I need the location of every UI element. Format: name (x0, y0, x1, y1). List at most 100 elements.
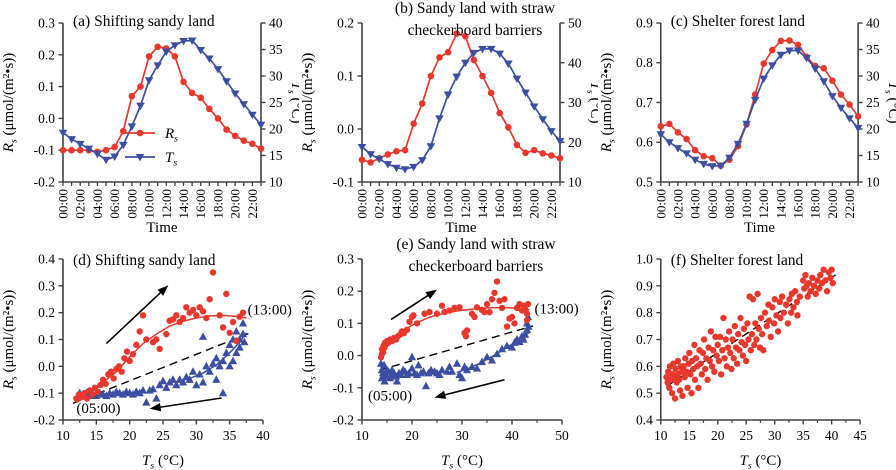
svg-text:0.3: 0.3 (38, 16, 55, 31)
svg-text:Time: Time (744, 220, 775, 235)
svg-text:0.6: 0.6 (636, 359, 653, 374)
svg-text:40: 40 (269, 16, 283, 31)
svg-text:10:00: 10:00 (441, 189, 456, 219)
svg-text:Ts (°C): Ts (°C) (584, 82, 598, 124)
svg-text:0.0: 0.0 (38, 111, 55, 126)
svg-text:14:00: 14:00 (176, 189, 191, 219)
svg-text:40: 40 (256, 428, 270, 443)
arrows (390, 289, 505, 399)
axes: -0.2 -0.1 0.0 0.1 0.2 0.3 10 20 30 40 50 Ts (°C) Rs … (300, 252, 569, 470)
svg-text:50: 50 (568, 16, 582, 31)
scatter-rs-warming (377, 278, 532, 361)
panel-c: 0.5 0.6 0.7 0.8 0.9 10 15 20 25 30 35 40 00:00 02:00 0… (598, 0, 896, 235)
svg-text:Time: Time (146, 220, 177, 235)
svg-text:30: 30 (866, 68, 880, 83)
svg-text:16:00: 16:00 (193, 189, 208, 219)
scatter-rs-warming (663, 266, 836, 402)
annotations: (13:00) (05:00) (76, 302, 292, 416)
svg-text:08:00: 08:00 (722, 189, 737, 219)
svg-text:0.7: 0.7 (636, 332, 653, 347)
svg-text:-0.1: -0.1 (333, 380, 354, 395)
svg-text:30: 30 (768, 428, 782, 443)
svg-text:0.3: 0.3 (337, 252, 354, 267)
svg-text:20:00: 20:00 (228, 189, 243, 219)
svg-text:0.9: 0.9 (636, 15, 653, 30)
series-rs (59, 43, 265, 156)
svg-text:20: 20 (269, 122, 283, 137)
svg-text:12:00: 12:00 (756, 189, 771, 219)
svg-text:0.5: 0.5 (636, 386, 653, 401)
svg-text:0.8: 0.8 (636, 55, 653, 70)
panel-title: (a) Shifting sandy land (73, 13, 215, 30)
svg-text:Ts (°C): Ts (°C) (142, 453, 184, 470)
svg-text:0.6: 0.6 (636, 135, 653, 150)
svg-text:15: 15 (683, 428, 697, 443)
svg-text:0.8: 0.8 (636, 305, 653, 320)
series-ts (58, 37, 266, 165)
series-rs (657, 37, 862, 170)
svg-text:22:00: 22:00 (245, 189, 260, 219)
panel-e: -0.2 -0.1 0.0 0.1 0.2 0.3 10 20 30 40 50 Ts (°C) Rs … (299, 235, 598, 470)
svg-text:10: 10 (355, 428, 369, 443)
svg-text:16:00: 16:00 (492, 189, 507, 219)
svg-text:25: 25 (866, 95, 880, 110)
svg-text:-0.1: -0.1 (34, 143, 55, 158)
svg-text:0.2: 0.2 (38, 305, 55, 320)
axes: -0.2 -0.1 0.0 0.1 0.2 0.3 0.4 10 15 20 25 30 35 40 Ts … (1, 252, 270, 470)
scatter-ts-cooling (376, 312, 533, 390)
svg-text:35: 35 (223, 428, 237, 443)
svg-text:30: 30 (269, 69, 283, 84)
axes: -0.1 0.0 0.1 0.2 10 20 30 40 50 00:00 02:00 04:00 06… (300, 16, 598, 236)
svg-text:Ts (°C): Ts (°C) (285, 82, 299, 124)
svg-text:40: 40 (825, 428, 839, 443)
legend: Rs Ts (125, 126, 178, 169)
series-ts (656, 47, 863, 171)
panel-title: (c) Shelter forest land (671, 13, 805, 30)
svg-text:06:00: 06:00 (406, 189, 421, 219)
svg-text:00:00: 00:00 (355, 189, 370, 219)
svg-text:0.4: 0.4 (38, 252, 55, 267)
svg-text:02:00: 02:00 (670, 189, 685, 219)
svg-text:50: 50 (555, 428, 569, 443)
svg-text:10: 10 (568, 175, 582, 190)
svg-text:Ts (°C): Ts (°C) (740, 453, 782, 470)
panel-title: (e) Sandy land with straw checkerboard ba… (396, 236, 556, 275)
svg-text:Rs (μmol/(m²•s)): Rs (μmol/(m²•s)) (300, 53, 319, 154)
svg-text:Rs: Rs (164, 126, 178, 145)
svg-text:12:00: 12:00 (159, 189, 174, 219)
svg-text:40: 40 (568, 55, 582, 70)
svg-text:Rs (μmol/(m²•s)): Rs (μmol/(m²•s)) (1, 53, 20, 154)
svg-text:06:00: 06:00 (107, 189, 122, 219)
panel-d: -0.2 -0.1 0.0 0.1 0.2 0.3 0.4 10 15 20 25 30 35 40 Ts … (0, 235, 299, 470)
svg-text:0.2: 0.2 (337, 16, 354, 31)
svg-text:15: 15 (269, 148, 283, 163)
panel-f: 0.4 0.5 0.6 0.7 0.8 0.9 1.0 10 15 20 25 30 35 40 45 Ts … (598, 235, 896, 470)
svg-text:(c) Shelter forest land: (c) Shelter forest land (671, 13, 805, 30)
svg-text:-0.2: -0.2 (333, 413, 354, 428)
svg-text:0.9: 0.9 (636, 278, 653, 293)
panel-a: -0.2 -0.1 0.0 0.1 0.2 0.3 10 15 20 25 30 35 40 00:00 0… (0, 0, 299, 235)
svg-text:10: 10 (866, 174, 880, 189)
svg-text:10: 10 (56, 428, 70, 443)
svg-text:18:00: 18:00 (509, 189, 524, 219)
scatter-rs-warming (73, 269, 247, 402)
svg-text:0.1: 0.1 (38, 332, 55, 347)
svg-text:Rs (μmol/(m²•s)): Rs (μmol/(m²•s)) (300, 290, 319, 391)
svg-text:06:00: 06:00 (705, 189, 720, 219)
axes: 0.4 0.5 0.6 0.7 0.8 0.9 1.0 10 15 20 25 30 35 40 45 Ts … (599, 251, 867, 470)
svg-text:22:00: 22:00 (544, 189, 559, 219)
svg-text:20: 20 (405, 428, 419, 443)
svg-text:02:00: 02:00 (73, 189, 88, 219)
svg-text:(13:00): (13:00) (248, 302, 292, 318)
svg-text:04:00: 04:00 (688, 189, 703, 219)
svg-text:0.0: 0.0 (337, 348, 354, 363)
svg-text:0.5: 0.5 (636, 174, 653, 189)
svg-text:30: 30 (190, 428, 204, 443)
svg-text:-0.1: -0.1 (333, 175, 354, 190)
svg-text:20:00: 20:00 (527, 189, 542, 219)
svg-text:04:00: 04:00 (90, 189, 105, 219)
